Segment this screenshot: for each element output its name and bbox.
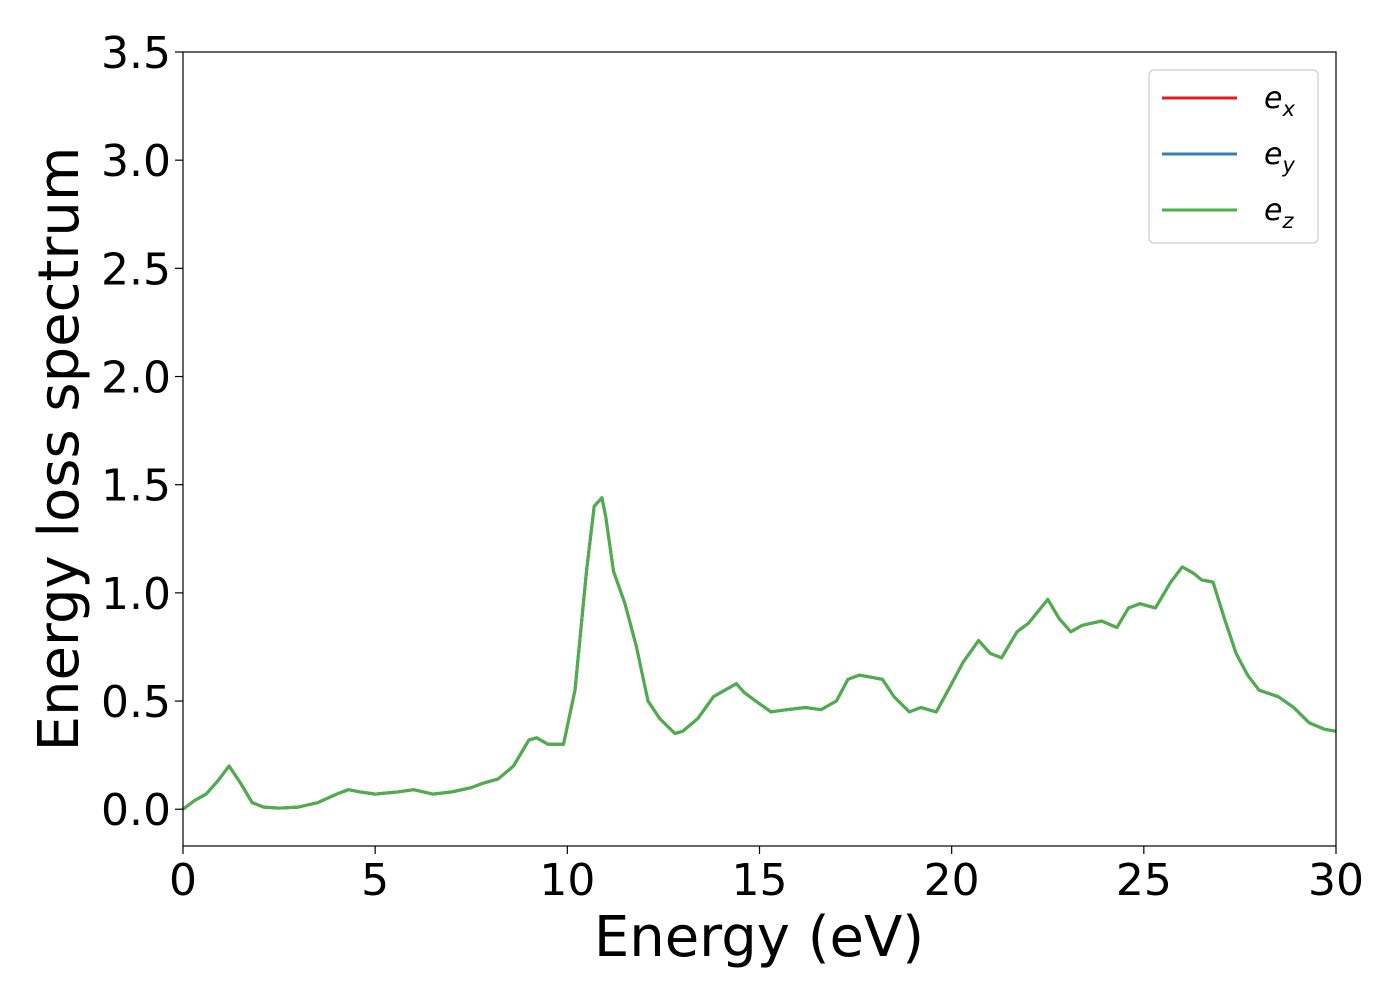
y-tick-label: 0.0 (101, 785, 171, 836)
legend-box (1148, 69, 1319, 244)
x-tick-label: 25 (1116, 855, 1172, 906)
legend-label-base: e (1264, 81, 1282, 116)
x-tick-label: 5 (361, 855, 389, 906)
legend-label-subscript: y (1281, 153, 1295, 177)
axes: 0 5 10 15 20 25 30 0.0 0.5 1.0 1.5 2.0 2.5 3.0 3.5 (101, 28, 1364, 906)
x-tick-label: 15 (732, 855, 788, 906)
legend-label-subscript: z (1281, 209, 1294, 233)
legend-label-ex: ex (1264, 81, 1295, 121)
y-tick-label: 3.5 (101, 28, 171, 79)
y-tick-label: 3.0 (101, 136, 171, 187)
series-line-e-z (182, 496, 1337, 811)
y-axis-label: Energy loss spectrum (27, 147, 92, 752)
plot-background (183, 52, 1336, 846)
x-tick-label: 30 (1308, 855, 1364, 906)
y-tick-label: 1.0 (101, 569, 171, 620)
x-axis-label: Energy (eV) (594, 905, 924, 970)
legend-label-subscript: x (1281, 97, 1295, 121)
y-tick-label: 0.5 (101, 677, 171, 728)
legend-label-ez: ez (1264, 193, 1294, 233)
x-tick-label: 10 (539, 855, 595, 906)
legend-label-base: e (1264, 193, 1282, 228)
series-lines (182, 496, 1337, 811)
x-tick-label: 20 (924, 855, 980, 906)
plot-area (183, 52, 1336, 846)
legend-label-base: e (1264, 137, 1282, 172)
x-tick-label: 0 (169, 855, 197, 906)
y-tick-label: 2.5 (101, 244, 171, 295)
y-tick-label: 1.5 (101, 461, 171, 512)
legend-label-ey: ey (1264, 137, 1295, 177)
y-tick-label: 2.0 (101, 353, 171, 404)
